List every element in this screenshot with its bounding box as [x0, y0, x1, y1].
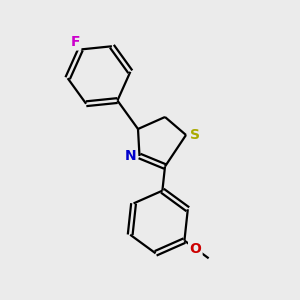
Text: S: S	[190, 128, 200, 142]
Text: O: O	[189, 242, 201, 256]
Text: N: N	[125, 149, 136, 163]
Text: F: F	[70, 35, 80, 49]
